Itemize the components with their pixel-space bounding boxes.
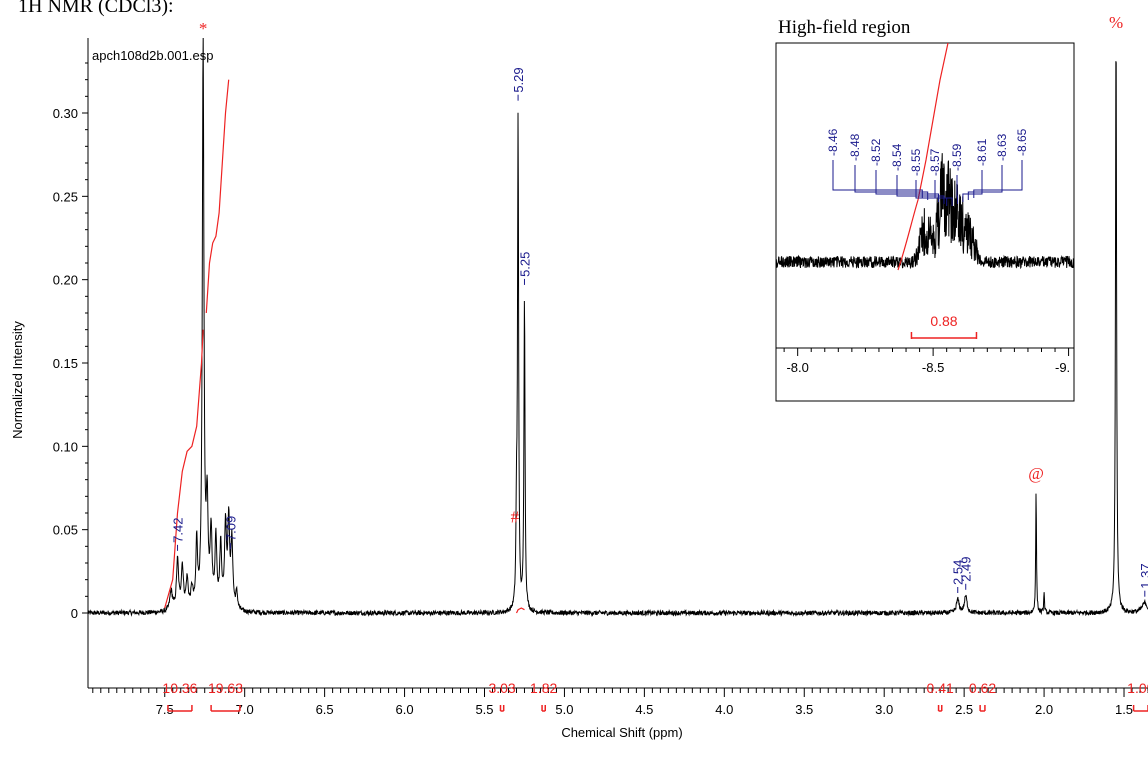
integral-curve bbox=[205, 79, 230, 314]
y-ticks: 0 0.05 0.10 0.15 0.20 0.25 0.30 bbox=[53, 62, 88, 621]
peak-label: 1.37 bbox=[1138, 563, 1148, 588]
peak-label: 5.29 bbox=[511, 67, 526, 92]
inset-peak-leader bbox=[934, 180, 953, 206]
integral-curve bbox=[515, 607, 525, 614]
inset-x-tick-label: -8.5 bbox=[922, 360, 944, 375]
x-tick-label: 5.5 bbox=[475, 702, 493, 717]
markers: * # @% bbox=[199, 13, 1123, 526]
x-tick-label: 2.0 bbox=[1035, 702, 1053, 717]
peak-labels: 7.42 7.09 5.29 5.25 2.542.49 1.37 bbox=[171, 67, 1148, 597]
main-axes: apch108d2b.001.esp Normalized Intensity … bbox=[10, 38, 1148, 740]
x-tick-label: 1.5 bbox=[1115, 702, 1133, 717]
peak-marker: % bbox=[1109, 13, 1123, 32]
y-tick-label: 0.20 bbox=[53, 273, 78, 288]
inset-title: High-field region bbox=[778, 17, 911, 38]
y-tick-label: 0.10 bbox=[53, 439, 78, 454]
y-tick-label: 0.30 bbox=[53, 106, 78, 121]
inset-integral: 0.88 bbox=[910, 313, 978, 339]
inset-peak-label: -8.55 bbox=[909, 148, 923, 176]
inset-peak-label: -8.48 bbox=[848, 133, 862, 161]
integral-value: 10.36 bbox=[162, 680, 197, 696]
inset-peak-leader bbox=[915, 180, 948, 206]
y-tick-label: 0.15 bbox=[53, 356, 78, 371]
x-axis-title: Chemical Shift (ppm) bbox=[561, 725, 682, 740]
inset-peak-leader bbox=[967, 165, 1003, 200]
peak-label: 7.42 bbox=[171, 518, 186, 543]
spectrum-trace bbox=[88, 38, 1148, 618]
integral-value: 19.63 bbox=[208, 680, 243, 696]
inset-x-tick-label: -8.0 bbox=[786, 360, 808, 375]
inset-panel: High-field region -8.0 -8.5 -9. -8.46 -8.48… bbox=[775, 17, 1075, 402]
inset-peak-label: -8.63 bbox=[995, 133, 1009, 161]
x-tick-label: 2.5 bbox=[955, 702, 973, 717]
inset-peak-label: -8.57 bbox=[928, 148, 942, 176]
inset-peak-label: -8.59 bbox=[950, 143, 964, 171]
inset-frame bbox=[775, 42, 1075, 402]
peak-marker: @ bbox=[1028, 464, 1044, 483]
inset-peak-label: -8.65 bbox=[1015, 128, 1029, 156]
inset-peak-leader bbox=[956, 175, 958, 204]
peak-marker: * bbox=[199, 19, 208, 38]
peak-label: 5.25 bbox=[517, 252, 532, 277]
integral-value: 0.41 bbox=[927, 680, 954, 696]
integral-value: 0.62 bbox=[969, 680, 996, 696]
x-ticks: 7.5 7.0 6.5 6.0 5.5 5.0 4.5 4.0 3.5 3.0 2.5 2.0 1.5 bbox=[92, 688, 1148, 717]
integral-bars: 10.36 19.63 3.03 1.82 0.41 0.62 1.09 bbox=[162, 680, 1148, 712]
inset-integral-value: 0.88 bbox=[930, 313, 957, 329]
inset-spectrum-line bbox=[776, 153, 1074, 270]
header-text: 1H NMR (CDCl3): bbox=[18, 0, 174, 17]
peak-label: 2.54 bbox=[951, 560, 966, 585]
inset-x-tick-label: -9. bbox=[1055, 360, 1070, 375]
integral-curves bbox=[164, 79, 525, 614]
x-tick-label: 7.0 bbox=[236, 702, 254, 717]
file-label: apch108d2b.001.esp bbox=[92, 48, 213, 63]
x-tick-label: 7.5 bbox=[156, 702, 174, 717]
peak-label: 2.49 bbox=[959, 556, 974, 581]
y-tick-label: 0 bbox=[71, 606, 78, 621]
inset-peak-leader bbox=[973, 160, 1023, 198]
inset-integral-curve bbox=[897, 43, 949, 271]
integral-value: 1.09 bbox=[1127, 680, 1148, 696]
integral-curve bbox=[164, 329, 204, 609]
integral-value: 1.82 bbox=[530, 680, 557, 696]
inset-peak-label: -8.52 bbox=[869, 138, 883, 166]
x-tick-label: 6.0 bbox=[396, 702, 414, 717]
x-tick-label: 6.5 bbox=[316, 702, 334, 717]
inset-trace bbox=[776, 43, 1074, 271]
x-tick-label: 3.5 bbox=[795, 702, 813, 717]
y-tick-label: 0.05 bbox=[53, 523, 78, 538]
x-tick-label: 3.0 bbox=[875, 702, 893, 717]
x-tick-label: 4.0 bbox=[715, 702, 733, 717]
peak-label: 7.09 bbox=[223, 516, 238, 541]
y-tick-label: 0.25 bbox=[53, 189, 78, 204]
y-axis-title: Normalized Intensity bbox=[10, 321, 25, 439]
inset-peak-label: -8.54 bbox=[890, 143, 904, 171]
peak-marker: # bbox=[511, 507, 520, 526]
inset-peak-leader bbox=[962, 170, 983, 202]
inset-peak-leader bbox=[896, 175, 945, 204]
x-tick-label: 4.5 bbox=[635, 702, 653, 717]
inset-x-ticks: -8.0 -8.5 -9. bbox=[783, 348, 1070, 375]
spectrum-line bbox=[88, 38, 1148, 618]
inset-peak-labels: -8.46 -8.48 -8.52 -8.54 -8.55 -8.57 -8.59 -8.61… bbox=[826, 128, 1029, 206]
integral-value: 3.03 bbox=[488, 680, 515, 696]
inset-peak-label: -8.46 bbox=[826, 128, 840, 156]
x-tick-label: 5.0 bbox=[555, 702, 573, 717]
inset-peak-label: -8.61 bbox=[975, 138, 989, 166]
